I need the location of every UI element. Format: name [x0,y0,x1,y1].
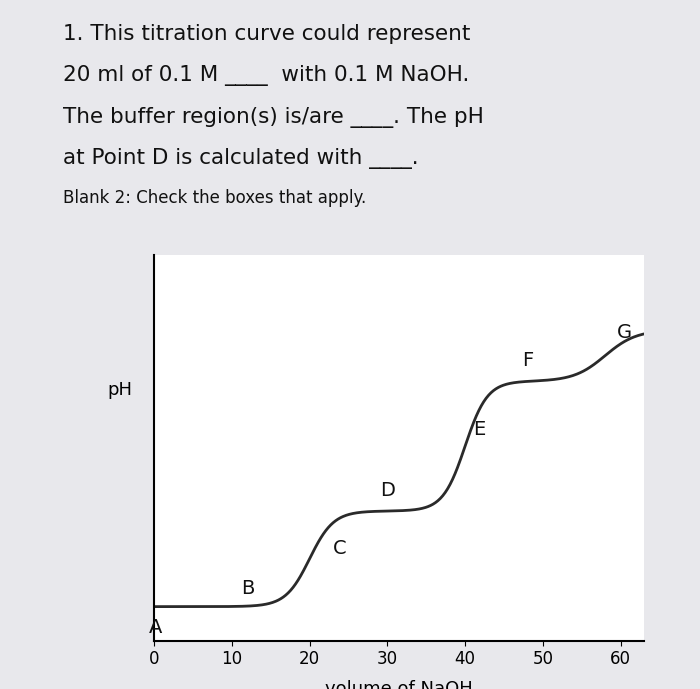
Text: F: F [522,351,533,370]
Text: 1. This titration curve could represent: 1. This titration curve could represent [63,24,470,44]
X-axis label: volume of NaOH: volume of NaOH [325,679,473,689]
Text: C: C [333,539,346,558]
Text: A: A [148,617,162,637]
Text: 20 ml of 0.1 M ____  with 0.1 M NaOH.: 20 ml of 0.1 M ____ with 0.1 M NaOH. [63,65,470,86]
Text: B: B [241,579,254,598]
Text: E: E [473,420,485,439]
Text: G: G [617,323,632,342]
Text: The buffer region(s) is/are ____. The pH: The buffer region(s) is/are ____. The pH [63,107,484,127]
Y-axis label: pH: pH [107,381,132,399]
Text: D: D [380,481,395,500]
Text: at Point D is calculated with ____.: at Point D is calculated with ____. [63,148,419,169]
Text: Blank 2: Check the boxes that apply.: Blank 2: Check the boxes that apply. [63,189,366,207]
